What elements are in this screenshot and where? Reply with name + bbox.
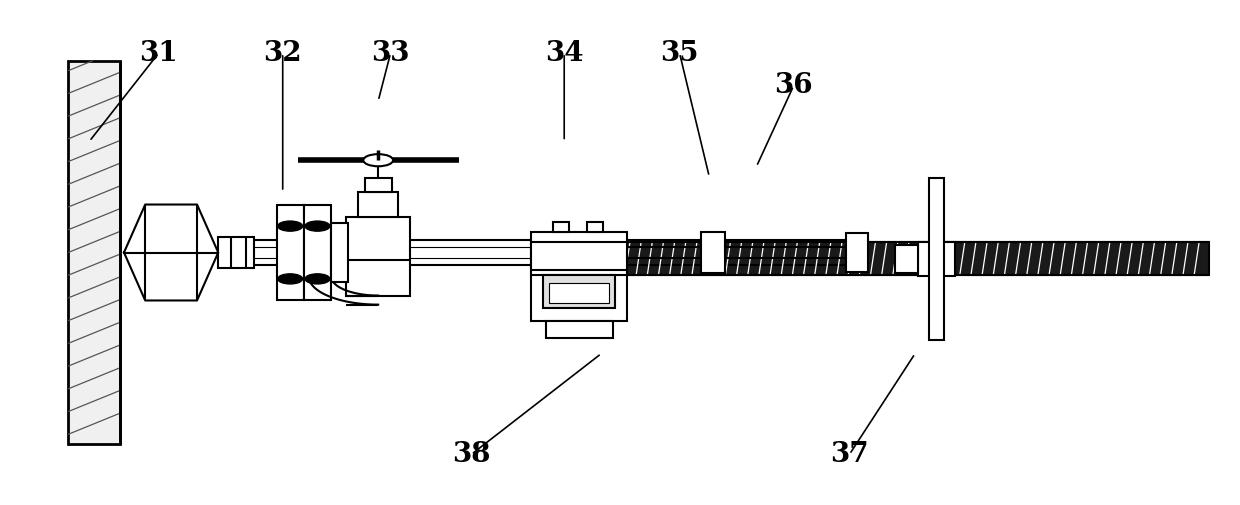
Bar	[365, 178, 392, 192]
Text: 31: 31	[139, 39, 179, 67]
Circle shape	[305, 274, 330, 284]
Text: 36: 36	[774, 72, 813, 99]
Bar	[929, 178, 944, 339]
Bar	[553, 222, 569, 232]
Bar	[346, 217, 410, 295]
Bar	[549, 283, 609, 303]
Bar	[531, 242, 1209, 275]
Bar	[331, 223, 348, 282]
Text: 34: 34	[544, 39, 584, 67]
Bar	[846, 233, 868, 272]
Circle shape	[278, 274, 303, 284]
Polygon shape	[124, 205, 218, 300]
Bar	[918, 241, 955, 276]
Bar	[543, 275, 615, 308]
Bar	[304, 205, 331, 300]
Circle shape	[305, 221, 330, 231]
Bar	[277, 205, 304, 300]
Bar	[587, 222, 603, 232]
Circle shape	[278, 221, 303, 231]
Circle shape	[363, 154, 393, 166]
Text: 35: 35	[660, 39, 699, 67]
Bar	[701, 232, 725, 273]
Bar	[68, 61, 120, 444]
Bar	[546, 321, 613, 338]
Bar	[531, 232, 627, 321]
Text: 33: 33	[371, 39, 410, 67]
Text: 32: 32	[263, 39, 303, 67]
Text: 38: 38	[451, 441, 491, 468]
Text: 37: 37	[830, 441, 869, 468]
Bar	[218, 237, 254, 268]
Bar	[895, 245, 918, 273]
Bar	[358, 192, 398, 217]
